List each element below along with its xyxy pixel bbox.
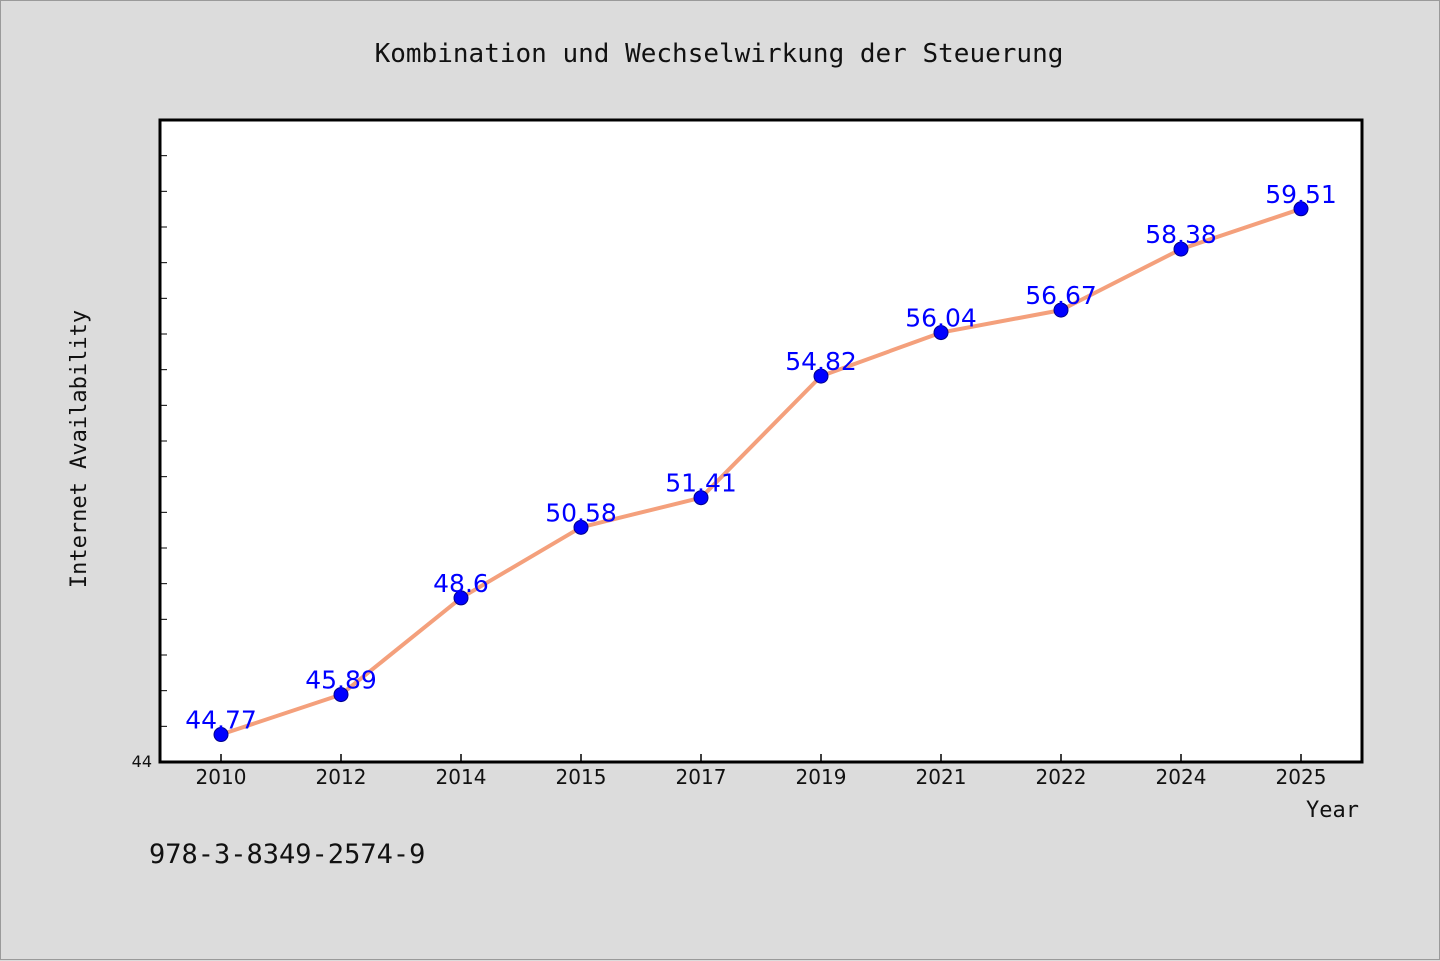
- isbn-footer: 978-3-8349-2574-9: [149, 839, 425, 870]
- data-point: [1173, 241, 1189, 257]
- y-tick-label-min: 44: [132, 752, 152, 771]
- data-point: [933, 325, 949, 341]
- x-tick-label: 2017: [676, 765, 727, 789]
- x-axis-label: Year: [1306, 798, 1359, 823]
- data-point: [1293, 201, 1309, 217]
- series-markers: [213, 201, 1309, 743]
- x-tick-label: 2015: [556, 765, 607, 789]
- data-label: 45.89: [305, 666, 377, 695]
- data-label: 51.41: [665, 469, 737, 498]
- series-line: [219, 206, 1303, 737]
- x-tick-label: 2014: [436, 765, 487, 789]
- data-point: [1053, 302, 1069, 318]
- data-labels: 44.77 45.89 48.6 50.58 51.41 54.82 56.04 56.67 5…: [185, 180, 1337, 735]
- data-label: 56.04: [905, 304, 977, 333]
- y-axis-label: Internet Availability: [67, 310, 92, 588]
- y-axis-ticks: [160, 155, 167, 727]
- x-axis-ticks: [220, 754, 1302, 762]
- data-label: 59.51: [1265, 180, 1337, 209]
- x-tick-label: 2022: [1036, 765, 1087, 789]
- data-label: 48.6: [433, 569, 489, 598]
- chart-title: Kombination und Wechselwirkung der Steue…: [375, 39, 1064, 69]
- data-label: 54.82: [785, 347, 857, 376]
- x-tick-label: 2025: [1276, 765, 1327, 789]
- data-point: [213, 727, 229, 743]
- x-tick-label: 2012: [316, 765, 367, 789]
- data-point: [573, 519, 589, 535]
- x-tick-label: 2024: [1156, 765, 1207, 789]
- data-label: 56.67: [1025, 281, 1097, 310]
- data-label: 50.58: [545, 498, 617, 527]
- plot-area: [158, 118, 1364, 764]
- x-axis-tick-labels: 2010 2012 2014 2015 2017 2019 2021 2022 2024 2025: [196, 765, 1327, 789]
- data-label: 44.77: [185, 706, 257, 735]
- data-point: [333, 687, 349, 703]
- data-point: [813, 368, 829, 384]
- data-point: [693, 490, 709, 506]
- x-tick-label: 2019: [796, 765, 847, 789]
- x-tick-label: 2010: [196, 765, 247, 789]
- x-tick-label: 2021: [916, 765, 967, 789]
- data-point: [453, 590, 469, 606]
- data-label: 58.38: [1145, 220, 1217, 249]
